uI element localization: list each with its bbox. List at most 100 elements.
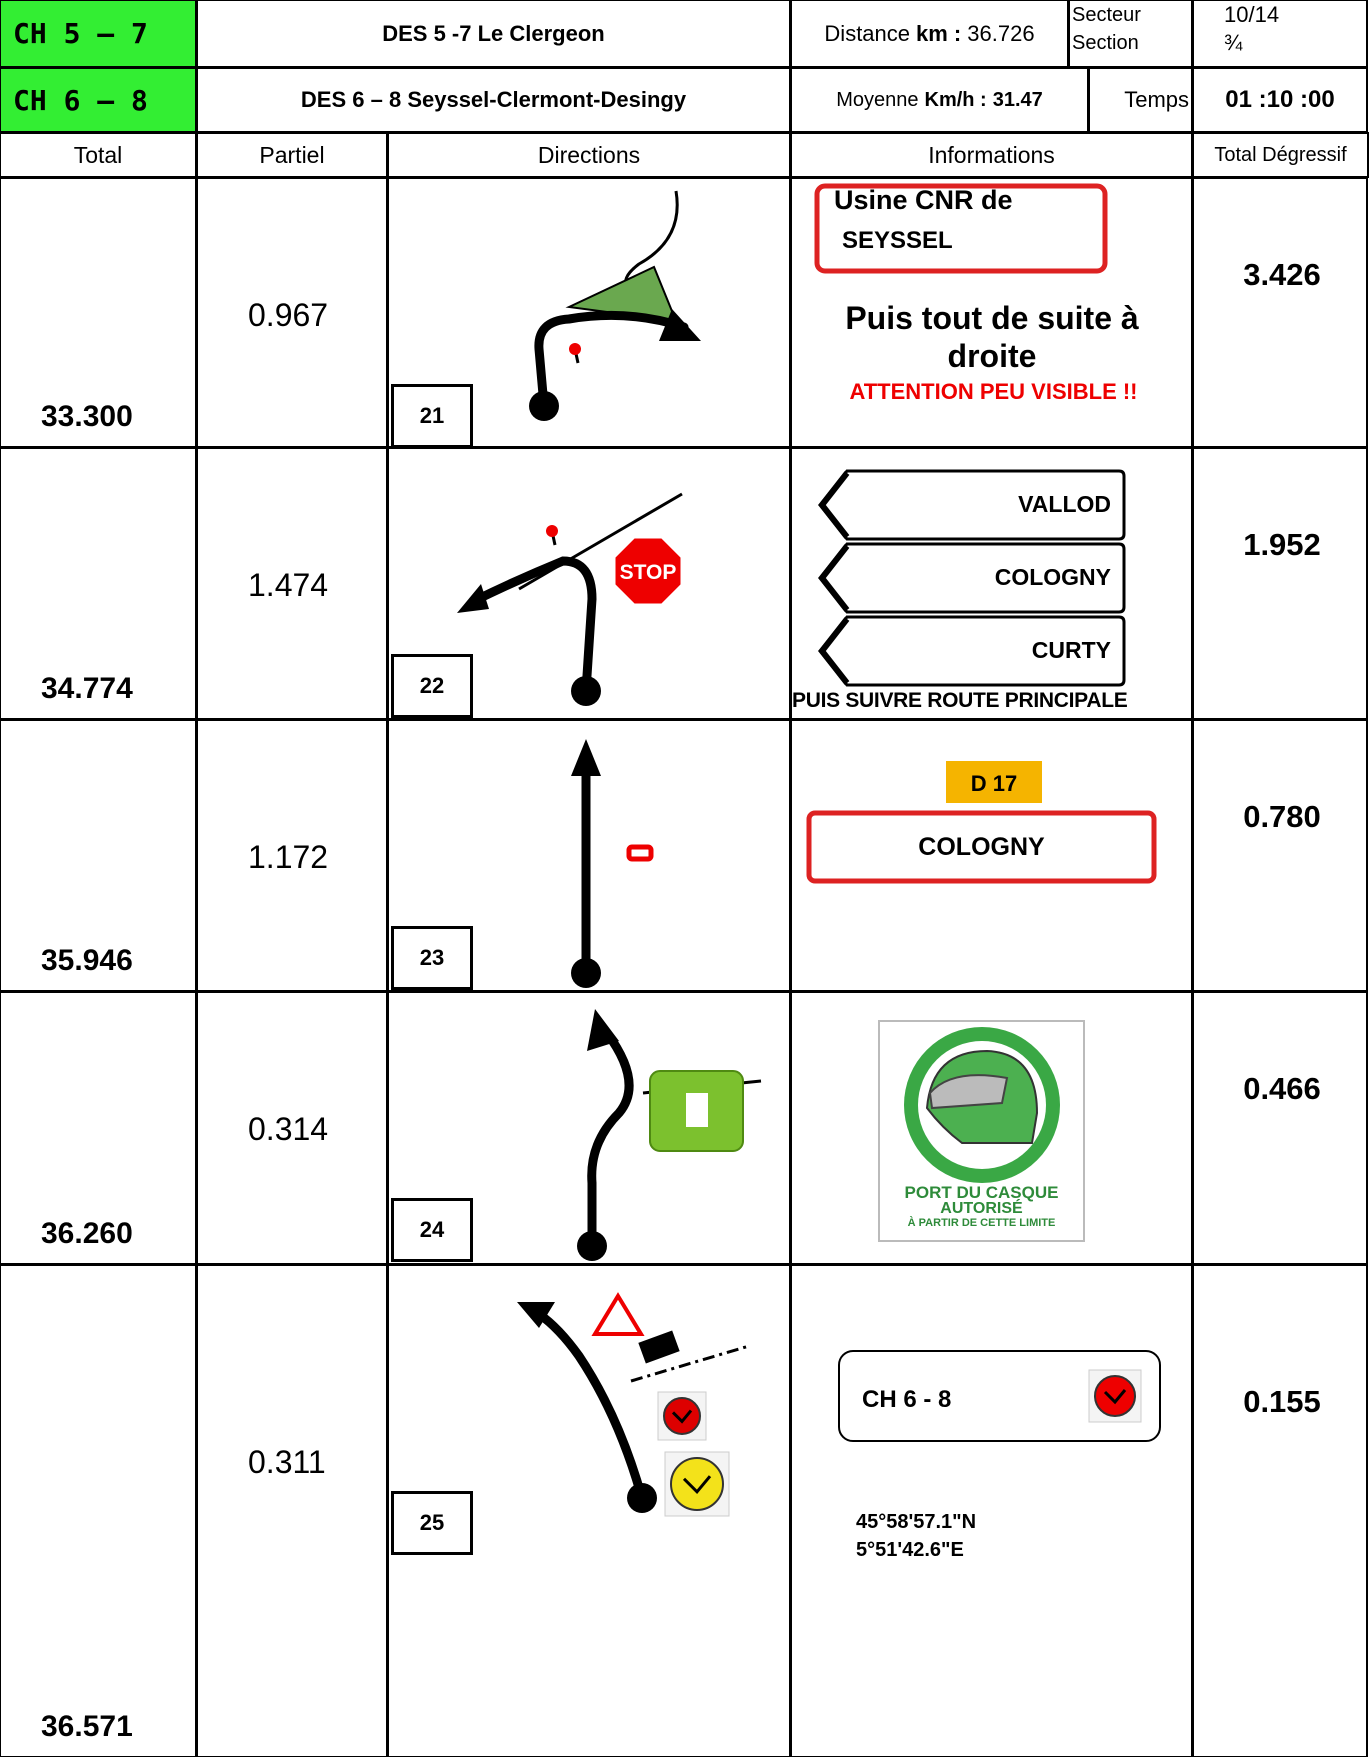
drawing [878,1020,1085,1242]
visor [928,1074,1009,1110]
value: 36.726 [967,20,1035,46]
waypoint-number: 21 [391,384,473,448]
route [534,310,689,411]
sign-text: SEYSSEL [842,227,953,254]
total: 36.571 [41,1710,133,1743]
route [534,1309,647,1503]
directions-cell: 24 [387,991,791,1265]
block [638,1330,680,1364]
partiel-cell: 1.172 [196,719,388,992]
stop-text: STOP [620,561,677,584]
marker [626,844,654,862]
sign-text: Usine CNR de [834,185,1013,215]
drawing [571,739,654,988]
arrow-head [517,1302,555,1328]
informations-cell: VALLOD COLOGNY CURTY PUIS SUIVRE ROUTE PRIN… [790,447,1193,720]
stage-name: DES 6 – 8 Seyssel-Clermont-Desingy [196,67,791,133]
start-dot [571,958,601,988]
informations-cell: D 17 COLOGNY [790,719,1193,992]
partiel-cell: 0.967 [196,177,388,448]
total-cell: 35.946 [0,719,197,992]
degressif-cell: 0.155 [1192,1264,1368,1757]
total-cell: 36.571 [0,1264,197,1757]
start-dot [571,676,601,706]
sign-text: VALLOD [1018,491,1111,517]
pin [569,343,581,355]
total-degressif: 0.466 [1243,1071,1321,1106]
degressif-cell: 3.426 [1192,177,1368,448]
waypoint-number: 23 [391,926,473,990]
total-degressif: 0.155 [1243,1384,1321,1419]
road [518,492,683,591]
clock [663,1397,701,1435]
column-header: Informations [790,132,1193,178]
drawing [838,1350,1161,1442]
sign-text: COLOGNY [994,564,1111,590]
direction-sign [818,615,1126,687]
road-plate [946,761,1042,803]
drawing: STOP [457,492,684,706]
road [1103,1389,1127,1405]
partiel-cell: 1.474 [196,447,388,720]
partiel: 1.474 [248,567,329,603]
total-degressif: 1.952 [1243,527,1321,562]
sign-text: PORT DU CASQUE [904,1183,1059,1202]
partiel: 0.314 [248,1111,329,1147]
waypoint-number: 25 [391,1491,473,1555]
stop-sign [612,535,684,607]
total-cell: 36.260 [0,991,197,1265]
total: 33.300 [41,400,133,433]
total-degressif: 0.780 [1243,799,1321,834]
bin [686,1093,708,1127]
informations-cell: Usine CNR de SEYSSEL Puis tout de suite à … [790,177,1193,448]
partiel: 0.311 [248,1444,326,1480]
directions-cell: 23 [387,719,791,992]
drawing [577,1009,762,1261]
total-degressif: 3.426 [1243,257,1321,292]
waypoint-number: 24 [391,1198,473,1262]
sign-chevron [818,471,850,539]
arrow-head [587,1009,619,1051]
start-dot [529,391,559,421]
temps: 01 :10 :00 [1192,67,1368,133]
coordinates: 45°58'57.1"N [856,1511,977,1533]
drawing [818,469,1126,687]
road [682,1475,712,1495]
ch-code: CH 5 – 7 [0,0,197,68]
sign-text: CURTY [1031,637,1111,663]
warning: ATTENTION PEU VISIBLE !! [849,379,1138,404]
road [630,1344,750,1383]
arrow-head [659,309,701,341]
pin [546,525,558,537]
sign-chevron [818,544,850,612]
fraction: ¾ [1224,30,1243,55]
secteur: Secteur Section [1068,0,1193,68]
total-cell: 33.300 [0,177,197,448]
value: 31.47 [992,88,1043,111]
column-header: Total [0,132,197,178]
moyenne: Moyenne Km/h :31.47 [790,67,1089,133]
directions-cell: 21 [387,177,791,448]
column-header: Directions [387,132,791,178]
page-number: 10/14 [1224,2,1280,27]
drawing [814,183,1108,274]
sign-text: CH 6 - 8 [862,1386,952,1413]
label: Moyenne [836,88,919,111]
drawing [806,761,1157,884]
partiel-cell: 0.314 [196,991,388,1265]
stage-name: DES 5 -7 Le Clergeon [196,0,791,68]
label: Secteur [1072,4,1141,26]
drawing [529,190,701,421]
total: 35.946 [41,944,133,977]
direction-sign [818,469,1126,541]
partiel-cell: 0.311 [196,1264,388,1757]
road [671,1409,693,1424]
waypoint-number: 22 [391,654,473,718]
sign [806,810,1157,884]
info-text: PUIS SUIVRE ROUTE PRINCIPALE [792,689,1128,712]
informations-cell: PORT DU CASQUE AUTORISÉ À PARTIR DE CETTE … [790,991,1193,1265]
page: 10/14 ¾ [1192,0,1368,68]
unit: Km/h : [924,88,987,111]
sign-text: AUTORISÉ [940,1200,1023,1217]
